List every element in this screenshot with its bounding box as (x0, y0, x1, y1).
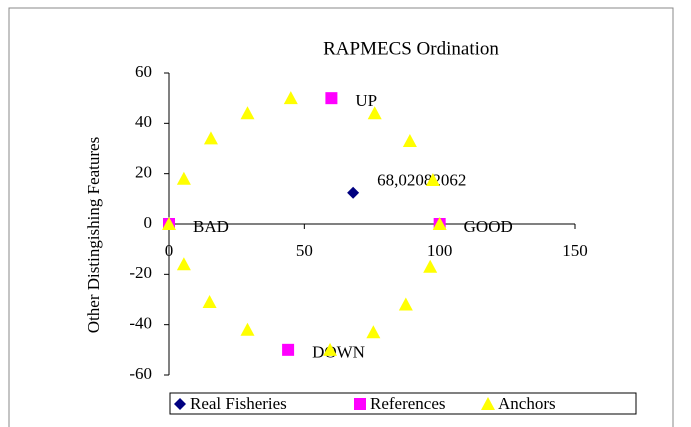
point-triangle (366, 325, 381, 339)
y-tick-label: 40 (135, 112, 152, 131)
y-tick-label: -40 (129, 314, 152, 333)
point-square (325, 92, 338, 105)
legend-label: References (370, 394, 446, 413)
y-tick-label: -20 (129, 263, 152, 282)
point-label: DOWN (312, 343, 365, 362)
point-triangle (432, 217, 447, 230)
legend-marker (481, 397, 495, 410)
chart-title: RAPMECS Ordination (323, 38, 499, 59)
point-square (282, 343, 295, 356)
legend-label: Anchors (498, 394, 556, 413)
y-tick-label: -60 (129, 364, 152, 383)
point-triangle (240, 322, 255, 336)
point-triangle (398, 297, 413, 311)
legend-box (169, 392, 637, 415)
point-label: UP (355, 91, 377, 110)
y-axis-label: Other Distingishing Features (84, 137, 103, 333)
point-triangle (402, 133, 417, 147)
point-diamond (347, 186, 360, 199)
point-triangle (240, 106, 255, 120)
point-triangle (203, 131, 218, 145)
y-tick-label: 0 (144, 213, 153, 232)
point-label: BAD (193, 217, 229, 236)
legend-label: Real Fisheries (190, 394, 287, 413)
point-triangle (425, 172, 440, 186)
x-tick-label: 150 (562, 241, 588, 260)
point-triangle (367, 106, 382, 120)
x-tick-label: 0 (165, 241, 174, 260)
point-triangle (202, 295, 217, 309)
y-tick-label: 20 (135, 163, 152, 182)
point-triangle (323, 342, 338, 356)
point-triangle (176, 171, 191, 185)
y-tick-label: 60 (135, 62, 152, 81)
legend-marker (354, 398, 366, 410)
x-tick-label: 50 (296, 241, 313, 260)
data-label: 68,02082062 (377, 171, 466, 190)
point-triangle (423, 259, 438, 273)
point-label: GOOD (464, 217, 513, 236)
chart-frame (8, 7, 674, 427)
legend-marker (174, 398, 186, 410)
x-tick-label: 100 (427, 241, 453, 260)
point-triangle (283, 91, 298, 105)
point-triangle (162, 217, 176, 230)
point-triangle (176, 257, 191, 271)
